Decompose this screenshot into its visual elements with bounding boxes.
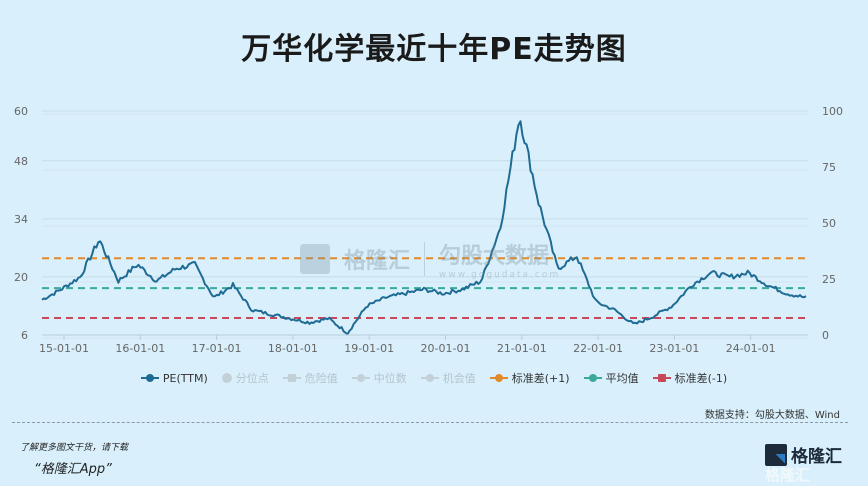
- footer-divider: [12, 422, 848, 423]
- svg-text:20-01-01: 20-01-01: [421, 342, 471, 355]
- pe-ttm-line: [41, 120, 807, 335]
- svg-text:50: 50: [822, 217, 836, 230]
- legend-item-std-minus[interactable]: 标准差(-1): [652, 370, 727, 386]
- line-marker-icon: [351, 373, 370, 383]
- logo-icon: [765, 443, 787, 466]
- svg-text:23-01-01: 23-01-01: [649, 342, 699, 355]
- svg-text:6: 6: [21, 329, 28, 342]
- left-y-axis: 60 48 34 20 6: [14, 105, 28, 342]
- svg-text:22-01-01: 22-01-01: [573, 342, 623, 355]
- svg-text:60: 60: [14, 105, 28, 118]
- svg-text:19-01-01: 19-01-01: [344, 342, 394, 355]
- legend-item-percentile[interactable]: 分位点: [221, 370, 269, 386]
- promo-text: 了解更多图文干货，请下载: [20, 443, 129, 453]
- gridlines: [42, 110, 808, 339]
- line-marker-icon: [583, 373, 602, 383]
- dot-icon: [221, 373, 232, 383]
- x-axis: 15-01-01 16-01-01 17-01-01 18-01-01 19-01-01…: [39, 334, 808, 355]
- svg-text:15-01-01: 15-01-01: [39, 342, 89, 355]
- chart-title: 万华化学最近十年PE走势图: [241, 32, 627, 67]
- line-marker-icon: [282, 373, 301, 383]
- promo-app-name: “格隆汇App”: [34, 462, 112, 477]
- chart-legend: PE(TTM) 分位点 危险值 中位数 机会值 标准差(+1) 平均值 标准差(…: [0, 370, 868, 386]
- svg-text:24-01-01: 24-01-01: [726, 342, 776, 355]
- svg-text:100: 100: [822, 105, 843, 118]
- legend-item-median[interactable]: 中位数: [351, 370, 407, 386]
- legend-item-opportunity[interactable]: 机会值: [420, 370, 476, 386]
- line-marker-icon: [420, 373, 439, 383]
- right-y-axis: 100 75 50 25 0: [822, 105, 843, 342]
- logo-watermark: 格隆汇: [765, 466, 811, 484]
- data-source: 数据支持：勾股大数据、Wind: [704, 410, 840, 421]
- svg-text:25: 25: [822, 273, 836, 286]
- svg-text:34: 34: [14, 213, 28, 226]
- svg-text:75: 75: [822, 161, 836, 174]
- brand-logo: 格隆汇: [765, 442, 842, 467]
- line-marker-icon: [489, 373, 508, 383]
- legend-item-std-plus[interactable]: 标准差(+1): [489, 370, 570, 386]
- reference-lines: [42, 257, 808, 319]
- svg-text:21-01-01: 21-01-01: [497, 342, 547, 355]
- svg-text:18-01-01: 18-01-01: [268, 342, 318, 355]
- line-marker-icon: [140, 373, 159, 383]
- svg-text:20: 20: [14, 271, 28, 284]
- legend-item-pe[interactable]: PE(TTM): [140, 370, 208, 386]
- svg-text:17-01-01: 17-01-01: [192, 342, 242, 355]
- legend-item-mean[interactable]: 平均值: [583, 370, 639, 386]
- svg-text:48: 48: [14, 155, 28, 168]
- line-marker-icon: [652, 373, 671, 383]
- svg-text:0: 0: [822, 329, 829, 342]
- legend-item-danger[interactable]: 危险值: [282, 370, 338, 386]
- svg-text:16-01-01: 16-01-01: [115, 342, 165, 355]
